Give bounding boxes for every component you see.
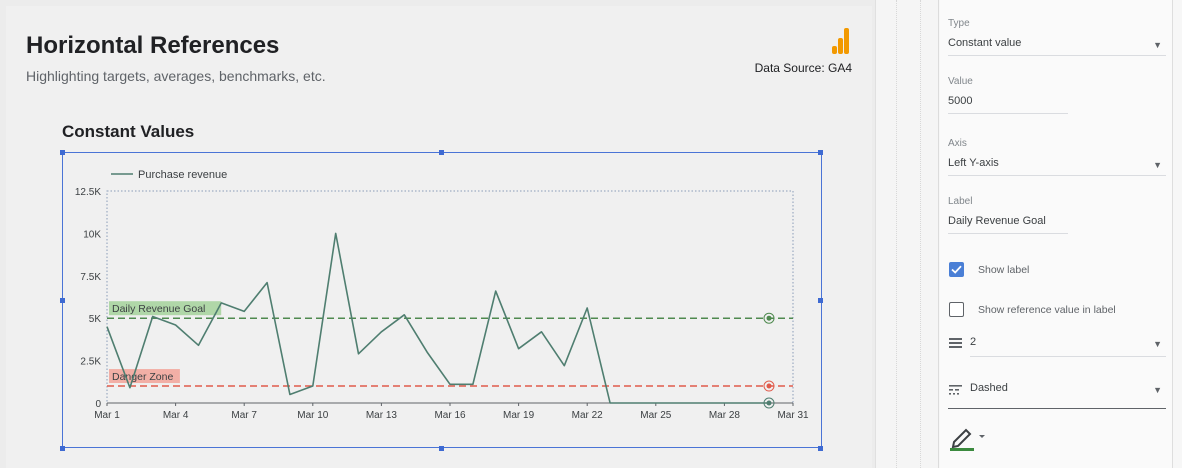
chart-series	[106, 232, 775, 409]
x-tick-label: Mar 19	[503, 410, 535, 421]
series-end-marker-ring	[763, 397, 775, 409]
chevron-down-icon[interactable]: ▼	[1153, 385, 1162, 395]
chart-title: Constant Values	[62, 122, 195, 141]
show-label-text: Show label	[978, 264, 1030, 276]
data-source-badge: Data Source: GA4	[755, 28, 852, 75]
value-label: Value	[948, 76, 973, 87]
label-input[interactable]: Daily Revenue Goal	[948, 215, 1046, 227]
report-page: Horizontal References Highlighting targe…	[6, 6, 872, 468]
line-style-icon	[949, 385, 962, 395]
plot-area-border	[106, 190, 794, 404]
x-tick-label: Mar 4	[163, 410, 189, 421]
x-tick-label: Mar 16	[434, 410, 466, 421]
line-style-select[interactable]: Dashed	[970, 382, 1008, 394]
reference-label: Daily Revenue Goal	[112, 303, 205, 315]
label-field[interactable]: Label Daily Revenue Goal	[948, 196, 1068, 234]
y-tick-label: 7.5K	[80, 272, 101, 283]
resize-handle[interactable]	[818, 150, 823, 155]
chart-legend: Purchase revenue	[111, 169, 227, 181]
check-icon	[951, 265, 962, 274]
type-select[interactable]: Constant value	[948, 37, 1022, 49]
canvas-gutter	[875, 0, 938, 468]
show-reference-value-checkbox[interactable]	[949, 302, 964, 317]
reference-lines: Daily Revenue Goal Danger Zone	[107, 301, 793, 392]
x-tick-label: Mar 7	[231, 410, 257, 421]
type-field[interactable]: Type Constant value ▼	[948, 18, 1166, 56]
line-style-field[interactable]: Dashed ▼	[948, 382, 1166, 409]
reference-label-bg	[109, 301, 222, 316]
label-label: Label	[948, 196, 973, 207]
data-source-label: Data Source: GA4	[754, 61, 852, 75]
resize-handle[interactable]	[439, 446, 444, 451]
x-tick-label: Mar 25	[640, 410, 672, 421]
report-canvas: Horizontal References Highlighting targe…	[6, 6, 872, 468]
reference-marker-dot	[766, 383, 772, 389]
x-tick-label: Mar 28	[709, 410, 741, 421]
chevron-down-icon[interactable]: ▼	[1153, 160, 1162, 170]
resize-handle[interactable]	[818, 446, 823, 451]
type-label: Type	[948, 18, 970, 29]
resize-handle[interactable]	[60, 446, 65, 451]
x-tick-label: Mar 10	[297, 410, 329, 421]
reference-label: Danger Zone	[112, 371, 173, 383]
y-tick-label: 0	[95, 399, 101, 410]
chevron-down-icon[interactable]: ▼	[1153, 40, 1162, 50]
resize-handle[interactable]	[60, 150, 65, 155]
show-reference-value-text: Show reference value in label	[978, 304, 1116, 316]
y-tick-label: 10K	[83, 229, 101, 240]
value-input[interactable]: 5000	[948, 95, 973, 107]
chevron-down-icon[interactable]: ▼	[1153, 339, 1162, 349]
series-end-marker-dot	[766, 400, 772, 406]
reference-marker-ring	[763, 380, 775, 392]
pen-icon	[950, 428, 985, 451]
report-title: Horizontal References	[26, 32, 280, 59]
y-tick-label: 2.5K	[80, 357, 101, 368]
x-tick-label: Mar 1	[94, 410, 120, 421]
x-tick-label: Mar 31	[777, 410, 809, 421]
chart-component[interactable]: Purchase revenue 0 2.5K 5K 7.5K 10K 12.5K Mar …	[62, 152, 822, 448]
resize-handle[interactable]	[60, 298, 65, 303]
axis-label: Axis	[948, 138, 967, 149]
x-tick-label: Mar 13	[366, 410, 398, 421]
resize-handle[interactable]	[818, 298, 823, 303]
analytics-icon	[830, 28, 852, 54]
y-tick-label: 5K	[89, 314, 102, 325]
y-tick-label: 12.5K	[75, 187, 101, 198]
series-line	[106, 232, 771, 404]
x-tick-label: Mar 22	[572, 410, 604, 421]
line-weight-select[interactable]: 2	[970, 336, 977, 348]
legend-label: Purchase revenue	[138, 169, 227, 181]
reference-marker-ring	[763, 312, 775, 324]
show-label-checkbox[interactable]	[949, 262, 964, 277]
line-chart: Purchase revenue 0 2.5K 5K 7.5K 10K 12.5K Mar …	[75, 169, 809, 421]
axis-select[interactable]: Left Y-axis	[948, 157, 999, 169]
line-weight-icon	[949, 338, 962, 348]
resize-handle[interactable]	[439, 150, 444, 155]
value-field[interactable]: Value 5000	[948, 76, 1068, 114]
axis-field[interactable]: Axis Left Y-axis ▼	[948, 138, 1166, 176]
line-weight-field[interactable]: 2 ▼	[948, 336, 1166, 357]
reference-marker-dot	[766, 315, 772, 321]
line-color-picker[interactable]	[948, 424, 990, 457]
properties-panel: Type Constant value ▼ Value 5000 Axis Le…	[938, 0, 1182, 468]
report-subtitle: Highlighting targets, averages, benchmar…	[26, 68, 326, 84]
